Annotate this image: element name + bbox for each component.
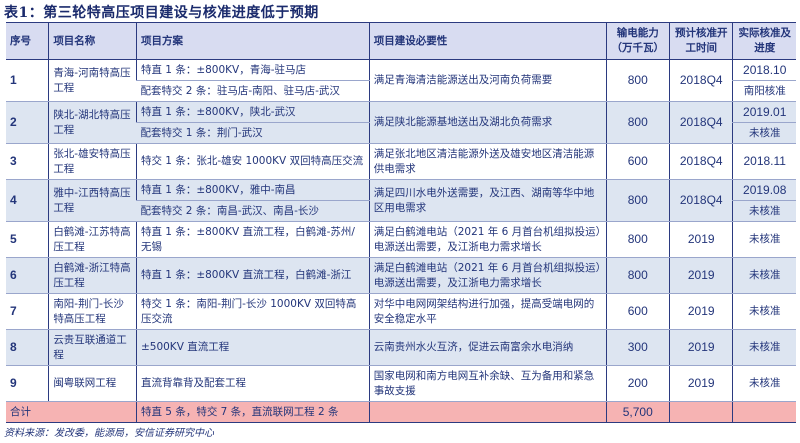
table-title: 表1：第三轮特高压项目建设与核准进度低于预期 [4, 5, 319, 21]
project-necessity: 国家电网和南方电网互补余缺、互为备用和紧急事故支援 [368, 365, 607, 402]
project-name: 张北-雄安特高压工程 [48, 143, 137, 180]
table-row: 4 雅中-江西特高压工程 特直 1 条：±800KV，雅中-南昌 满足四川水电外送需要… [6, 179, 796, 222]
project-plan: 特交 1 条：张北-雄安 1000KV 双回特高压交流 [135, 143, 370, 180]
header-actual: 实际核准及进度 [732, 22, 796, 60]
total-capacity: 5,700 [605, 401, 670, 423]
project-necessity: 满足青海清洁能源送出及河南负荷需要 [368, 59, 607, 102]
row-seq: 9 [6, 365, 49, 402]
planned-approval-time: 2018Q4 [668, 59, 733, 102]
uhv-project-table: 序号 项目名称 项目方案 项目建设必要性 输电能力（万千瓦） 预计核准开工时间 … [6, 22, 796, 423]
project-name: 白鹤滩-浙江特高压工程 [48, 257, 137, 294]
project-necessity: 满足白鹤滩电站（2021 年 6 月首台机组拟投运）电源送出需要，及江浙电力需求… [368, 257, 607, 294]
project-necessity: 满足白鹤滩电站（2021 年 6 月首台机组拟投运）电源送出需要，及江浙电力需求… [368, 221, 607, 258]
table-row: 8 云贵互联通道工程 ±500KV 直流工程 云南贵州水火互济，促进云南富余水电消纳 3… [6, 329, 796, 366]
capacity: 800 [605, 257, 670, 294]
table-row: 6 白鹤滩-浙江特高压工程 特直 1 条：±800KV 直流工程，白鹤滩-浙江 满足白… [6, 257, 796, 294]
project-name: 闽粤联网工程 [48, 365, 137, 402]
planned-approval-time: 2019 [668, 221, 733, 258]
actual-progress: 未核准 [732, 221, 796, 258]
project-plan: 特直 1 条：±800KV，雅中-南昌 [135, 179, 370, 201]
header-plan-time: 预计核准开工时间 [668, 22, 733, 60]
planned-approval-time: 2019 [668, 257, 733, 294]
header-capacity: 输电能力（万千瓦） [605, 22, 670, 60]
project-plan: 特直 1 条：±800KV 直流工程，白鹤滩-苏州/无锡 [135, 221, 370, 258]
capacity: 800 [605, 101, 670, 144]
total-row: 合计 特直 5 条，特交 7 条，直流联网工程 2 条 5,700 [6, 401, 796, 423]
actual-progress: 未核准 [732, 122, 796, 144]
project-plan: 特交 1 条：南阳-荆门-长沙 1000KV 双回特高压交流 [135, 293, 370, 330]
project-plan: 特直 1 条：±800KV，陕北-武汉 [135, 101, 370, 123]
total-necessity [368, 401, 607, 423]
table-row: 9 闽粤联网工程 直流背靠背及配套工程 国家电网和南方电网互补余缺、互为备用和紧急事故… [6, 365, 796, 402]
capacity: 600 [605, 293, 670, 330]
table-row: 配套特交 2 条：南昌-武汉、南昌-长沙 未核准 [6, 200, 796, 222]
row-seq: 4 [6, 179, 49, 222]
project-name: 陕北-湖北特高压工程 [48, 101, 137, 144]
project-name: 青海-河南特高压工程 [48, 59, 137, 102]
header-plan: 项目方案 [135, 22, 370, 60]
planned-approval-time: 2019 [668, 293, 733, 330]
table-row: 5 白鹤滩-江苏特高压工程 特直 1 条：±800KV 直流工程，白鹤滩-苏州/无锡… [6, 221, 796, 258]
row-seq: 2 [6, 101, 49, 144]
table-row: 配套特交 1 条：荆门-武汉 未核准 [6, 122, 796, 144]
actual-progress: 2018.11 [732, 143, 796, 180]
project-necessity: 对华中电网网架结构进行加强，提高受端电网的安全稳定水平 [368, 293, 607, 330]
project-necessity: 满足四川水电外送需要，及江西、湖南等华中地区用电需求 [368, 179, 607, 222]
project-name: 雅中-江西特高压工程 [48, 179, 137, 222]
total-label: 合计 [6, 401, 137, 423]
row-seq: 8 [6, 329, 49, 366]
actual-progress: 2019.01 [732, 101, 796, 123]
row-seq: 6 [6, 257, 49, 294]
project-plan: 配套特交 2 条：驻马店-南阳、驻马店-武汉 [136, 80, 370, 102]
project-necessity: 满足张北地区清洁能源外送及雄安地区清洁能源供电需求 [368, 143, 607, 180]
actual-progress: 2019.08 [732, 179, 796, 201]
row-seq: 7 [6, 293, 49, 330]
total-plan: 特直 5 条，特交 7 条，直流联网工程 2 条 [135, 401, 370, 423]
capacity: 800 [605, 179, 670, 222]
planned-approval-time: 2019 [668, 365, 733, 402]
table-row: 1 青海-河南特高压工程 特直 1 条：±800KV，青海-驻马店 满足青海清洁能源送… [6, 59, 796, 102]
header-need: 项目建设必要性 [368, 22, 607, 60]
total-plan-time [668, 401, 733, 423]
project-necessity: 云南贵州水火互济，促进云南富余水电消纳 [368, 329, 607, 366]
actual-progress: 未核准 [732, 293, 796, 330]
actual-progress: 未核准 [732, 257, 796, 294]
row-seq: 5 [6, 221, 49, 258]
project-name: 云贵互联通道工程 [48, 329, 137, 366]
actual-progress: 南阳核准 [732, 80, 796, 102]
actual-progress: 2018.10 [732, 59, 796, 81]
planned-approval-time: 2019 [668, 329, 733, 366]
capacity: 300 [605, 329, 670, 366]
source-note: 资料来源：发改委，能源局，安信证券研究中心 [4, 428, 214, 439]
project-plan: 配套特交 2 条：南昌-武汉、南昌-长沙 [136, 200, 370, 222]
actual-progress: 未核准 [732, 200, 796, 222]
header-name: 项目名称 [48, 22, 137, 60]
planned-approval-time: 2018Q4 [668, 179, 733, 222]
capacity: 800 [605, 59, 670, 102]
capacity: 200 [605, 365, 670, 402]
table-row: 2 陕北-湖北特高压工程 特直 1 条：±800KV，陕北-武汉 满足陕北能源基地送出… [6, 101, 796, 144]
project-necessity: 满足陕北能源基地送出及湖北负荷需求 [368, 101, 607, 144]
project-plan: ±500KV 直流工程 [135, 329, 370, 366]
row-seq: 3 [6, 143, 49, 180]
total-actual [732, 401, 796, 423]
project-name: 南阳-荆门-长沙特高压工程 [48, 293, 137, 330]
header-row: 序号 项目名称 项目方案 项目建设必要性 输电能力（万千瓦） 预计核准开工时间 … [6, 22, 796, 60]
row-seq: 1 [6, 59, 49, 102]
project-plan: 配套特交 1 条：荆门-武汉 [136, 122, 370, 144]
capacity: 800 [605, 221, 670, 258]
actual-progress: 未核准 [732, 329, 796, 366]
table-row: 3 张北-雄安特高压工程 特交 1 条：张北-雄安 1000KV 双回特高压交流 满足… [6, 143, 796, 180]
table-row: 配套特交 2 条：驻马店-南阳、驻马店-武汉 南阳核准 [6, 80, 796, 102]
project-name: 白鹤滩-江苏特高压工程 [48, 221, 137, 258]
project-plan: 直流背靠背及配套工程 [135, 365, 370, 402]
header-seq: 序号 [6, 22, 49, 60]
capacity: 600 [605, 143, 670, 180]
table-row: 7 南阳-荆门-长沙特高压工程 特交 1 条：南阳-荆门-长沙 1000KV 双回特… [6, 293, 796, 330]
project-plan: 特直 1 条：±800KV 直流工程，白鹤滩-浙江 [135, 257, 370, 294]
planned-approval-time: 2018Q4 [668, 101, 733, 144]
planned-approval-time: 2018Q4 [668, 143, 733, 180]
project-plan: 特直 1 条：±800KV，青海-驻马店 [135, 59, 370, 81]
actual-progress: 未核准 [732, 365, 796, 402]
